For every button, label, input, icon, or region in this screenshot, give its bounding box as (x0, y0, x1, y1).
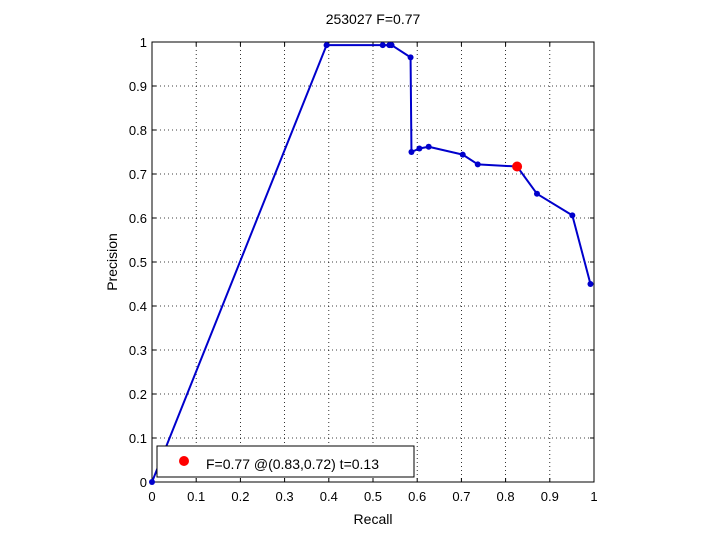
x-tick-label: 0.7 (452, 489, 470, 504)
x-tick-labels: 0 0.1 0.2 0.3 0.4 0.5 0.6 0.7 0.8 0.9 1 (148, 489, 597, 504)
data-point (416, 145, 423, 152)
y-tick-label: 1 (140, 35, 147, 50)
data-point (388, 42, 395, 49)
x-tick-label: 0.5 (364, 489, 382, 504)
y-tick-label: 0.4 (129, 299, 147, 314)
data-point (569, 212, 576, 219)
data-point (379, 42, 386, 49)
y-tick-label: 0.2 (129, 387, 147, 402)
data-point (474, 161, 481, 168)
chart-title: 253027 F=0.77 (326, 11, 421, 27)
data-point (149, 479, 155, 485)
y-tick-label: 0.3 (129, 343, 147, 358)
legend: F=0.77 @(0.83,0.72) t=0.13 (156, 445, 415, 478)
y-tick-label: 0.6 (129, 211, 147, 226)
x-tick-label: 0.9 (541, 489, 559, 504)
data-point (587, 281, 594, 287)
data-point (533, 190, 540, 197)
x-tick-label: 0.3 (276, 489, 294, 504)
y-tick-label: 0.8 (129, 123, 147, 138)
x-axis-title: Recall (354, 511, 393, 527)
legend-marker (179, 456, 189, 466)
legend-box (156, 445, 415, 478)
x-tick-label: 0.1 (187, 489, 205, 504)
y-tick-label: 0.9 (129, 79, 147, 94)
grid (152, 42, 594, 482)
best-f-point (512, 161, 523, 172)
data-point (407, 54, 414, 61)
y-tick-label: 0 (140, 475, 147, 490)
legend-label: F=0.77 @(0.83,0.72) t=0.13 (206, 456, 379, 472)
data-point (408, 149, 415, 155)
x-tick-label: 0.4 (320, 489, 338, 504)
data-point (425, 143, 432, 150)
y-tick-labels: 0 0.1 0.2 0.3 0.4 0.5 0.6 0.7 0.8 0.9 1 (129, 35, 147, 490)
x-tick-label: 0.8 (497, 489, 515, 504)
y-tick-label: 0.7 (129, 167, 147, 182)
x-tick-label: 0.2 (231, 489, 249, 504)
series-layer (149, 42, 594, 485)
x-tick-label: 0 (148, 489, 155, 504)
x-tick-label: 0.6 (408, 489, 426, 504)
y-axis-title: Precision (104, 233, 120, 291)
data-point (459, 151, 466, 158)
y-tick-label: 0.1 (129, 431, 147, 446)
data-point (323, 42, 330, 49)
y-tick-label: 0.5 (129, 255, 147, 270)
x-tick-label: 1 (590, 489, 597, 504)
